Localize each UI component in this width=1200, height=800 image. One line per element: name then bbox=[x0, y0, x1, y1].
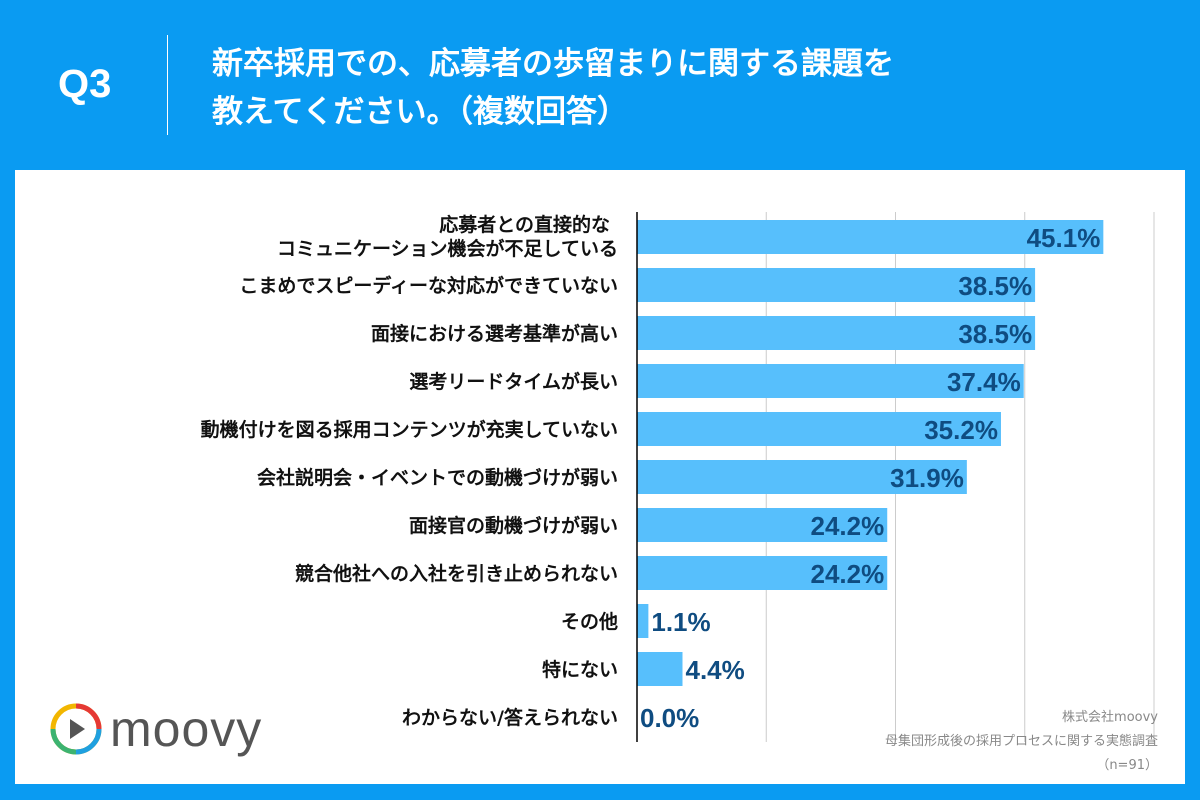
bar bbox=[637, 556, 888, 590]
play-circle-icon bbox=[50, 703, 102, 755]
category-label: 応募者との直接的な bbox=[439, 213, 610, 236]
category-label: 面接における選考基準が高い bbox=[371, 322, 618, 345]
bar bbox=[637, 268, 1036, 302]
moovy-logo: moovy bbox=[48, 700, 262, 758]
bar bbox=[637, 508, 888, 542]
category-label: コミュニケーション機会が不足している bbox=[277, 237, 618, 260]
data-label: 24.2% bbox=[810, 559, 884, 589]
data-label: 24.2% bbox=[810, 511, 884, 541]
category-label: 選考リードタイムが長い bbox=[409, 370, 618, 393]
data-label: 38.5% bbox=[958, 319, 1032, 349]
data-label: 31.9% bbox=[890, 463, 964, 493]
category-label: 特にない bbox=[542, 659, 618, 681]
category-label: その他 bbox=[561, 610, 618, 633]
data-label: 45.1% bbox=[1027, 223, 1101, 253]
logo-text: moovy bbox=[110, 701, 263, 757]
category-label: こまめでスピーディーな対応ができていない bbox=[239, 274, 618, 297]
source-company: 株式会社moovy bbox=[1062, 710, 1158, 725]
category-label: 会社説明会・イベントでの動機づけが弱い bbox=[257, 466, 618, 489]
question-number: Q3 bbox=[58, 62, 112, 106]
data-label: 35.2% bbox=[924, 415, 998, 445]
bar bbox=[637, 220, 1104, 254]
data-label: 1.1% bbox=[651, 607, 710, 637]
data-label: 38.5% bbox=[958, 271, 1032, 301]
bar bbox=[637, 316, 1036, 350]
bar bbox=[637, 412, 1001, 446]
category-label: 競合他社への入社を引き止められない bbox=[295, 562, 618, 585]
source-survey: 母集団形成後の採用プロセスに関する実態調査 bbox=[884, 734, 1158, 749]
bar bbox=[637, 604, 649, 638]
source-sample: （n=91） bbox=[1096, 758, 1158, 773]
data-label: 0.0% bbox=[640, 703, 699, 733]
source-note: 株式会社moovy 母集団形成後の採用プロセスに関する実態調査 （n=91） bbox=[885, 706, 1158, 778]
divider bbox=[167, 35, 168, 135]
category-label: 動機付けを図る採用コンテンツが充実していない bbox=[201, 418, 618, 441]
category-label: 面接官の動機づけが弱い bbox=[409, 514, 618, 537]
bar bbox=[637, 460, 967, 494]
page-title: 新卒採用での、応募者の歩留まりに関する課題を 教えてください。（複数回答） bbox=[212, 40, 894, 136]
title-line-1: 新卒採用での、応募者の歩留まりに関する課題を bbox=[212, 46, 894, 82]
bar bbox=[637, 364, 1024, 398]
data-label: 37.4% bbox=[947, 367, 1021, 397]
title-line-2: 教えてください。（複数回答） bbox=[212, 94, 629, 130]
category-label: わからない/答えられない bbox=[402, 706, 618, 729]
data-label: 4.4% bbox=[685, 655, 744, 685]
bar bbox=[637, 652, 683, 686]
